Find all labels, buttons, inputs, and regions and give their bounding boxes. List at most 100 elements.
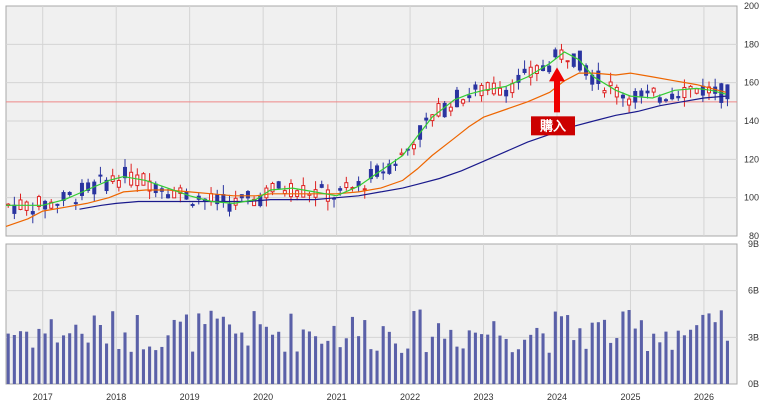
candle-body: [79, 182, 84, 196]
volume-bar: [436, 323, 441, 384]
volume-bar: [301, 329, 305, 384]
volume-bar: [154, 350, 158, 384]
volume-bar: [658, 342, 662, 384]
volume-bar: [578, 328, 582, 384]
volume-bar: [25, 331, 29, 384]
candle-body: [55, 203, 60, 206]
candle-body: [670, 93, 675, 100]
candle-body: [288, 183, 293, 198]
volume-bar: [719, 310, 723, 384]
volume-bar: [283, 351, 287, 384]
candle-body: [387, 163, 392, 174]
candle-body: [190, 204, 195, 207]
volume-bar: [295, 351, 299, 384]
volume-bar: [49, 319, 53, 384]
x-tick-label: 2022: [400, 392, 420, 402]
volume-bar: [68, 333, 72, 384]
volume-bar: [6, 333, 10, 384]
candle-body: [657, 97, 662, 103]
volume-bar: [621, 311, 625, 384]
volume-bar: [602, 319, 607, 384]
volume-bar: [227, 324, 232, 384]
price-tick-label: 100: [744, 193, 759, 203]
volume-bar: [529, 334, 533, 384]
candle-body: [49, 201, 54, 209]
candle-body: [485, 82, 490, 91]
volume-bar: [135, 315, 139, 384]
volume-bar: [178, 321, 182, 384]
volume-bar: [123, 332, 127, 384]
volume-bar: [80, 333, 84, 384]
candle-body: [497, 87, 502, 96]
candle-body: [227, 203, 232, 212]
candle-body: [700, 85, 705, 96]
x-tick-label: 2021: [327, 392, 347, 402]
volume-bar: [375, 350, 379, 384]
candle-body: [368, 169, 373, 180]
volume-bar: [55, 342, 59, 384]
buy-arrow-icon: [549, 67, 566, 113]
candle-body: [620, 94, 625, 99]
volume-bar: [258, 324, 262, 384]
volume-bar: [615, 338, 619, 384]
candle-body: [245, 191, 250, 199]
volume-bar: [234, 333, 238, 384]
volume-bar: [633, 328, 637, 384]
candle-body: [86, 182, 91, 191]
candle-body: [663, 99, 668, 102]
volume-bar: [498, 335, 502, 384]
volume-bar: [523, 339, 527, 384]
candle-body: [399, 152, 404, 156]
candle-body: [411, 144, 416, 150]
candle-body: [166, 194, 171, 199]
volume-bar: [332, 325, 336, 384]
price-tick-label: 160: [744, 78, 759, 88]
volume-bar: [510, 352, 514, 384]
volume-bar: [105, 343, 109, 384]
volume-bar: [480, 334, 484, 384]
volume-bar: [689, 329, 693, 384]
volume-bar: [307, 331, 311, 384]
candle-body: [12, 204, 17, 214]
volume-bar: [443, 338, 447, 384]
volume-bar: [61, 335, 66, 384]
candle-body: [381, 171, 386, 174]
volume-bar: [172, 319, 176, 384]
price-panel: 200 180 160 140 120 100 80 購入: [5, 1, 759, 241]
candle-body: [461, 99, 466, 104]
volume-bar: [725, 340, 729, 384]
candle-body: [547, 65, 552, 73]
volume-bar: [455, 346, 459, 384]
candle-body: [172, 190, 177, 199]
candle-body: [608, 81, 613, 87]
candle-body: [725, 84, 730, 100]
volume-bar: [682, 335, 686, 384]
candle-body: [73, 202, 78, 205]
volume-bar: [148, 346, 152, 384]
volume-bars: [6, 309, 729, 384]
volume-bar: [467, 330, 471, 384]
volume-bar: [344, 338, 348, 384]
x-tick-label: 2024: [547, 392, 567, 402]
volume-bar: [184, 314, 189, 384]
candle-body: [651, 87, 656, 93]
candle-body: [362, 188, 367, 191]
volume-bar: [412, 311, 416, 384]
volume-bar: [590, 322, 594, 384]
candle-body: [24, 201, 29, 211]
volume-tick-label: 0B: [748, 379, 759, 389]
volume-bar: [406, 348, 410, 384]
volume-bar: [516, 349, 520, 384]
volume-bar: [289, 313, 293, 384]
volume-bar: [676, 330, 680, 384]
candle-body: [319, 184, 324, 188]
candle-body: [276, 181, 281, 189]
volume-bar: [191, 351, 195, 384]
volume-bar: [652, 333, 656, 384]
candle-body: [614, 86, 619, 98]
ma-long-line: [79, 95, 727, 210]
volume-bar: [141, 349, 145, 384]
candle-body: [682, 87, 687, 99]
price-tick-label: 120: [744, 154, 759, 164]
volume-bar: [627, 310, 631, 384]
